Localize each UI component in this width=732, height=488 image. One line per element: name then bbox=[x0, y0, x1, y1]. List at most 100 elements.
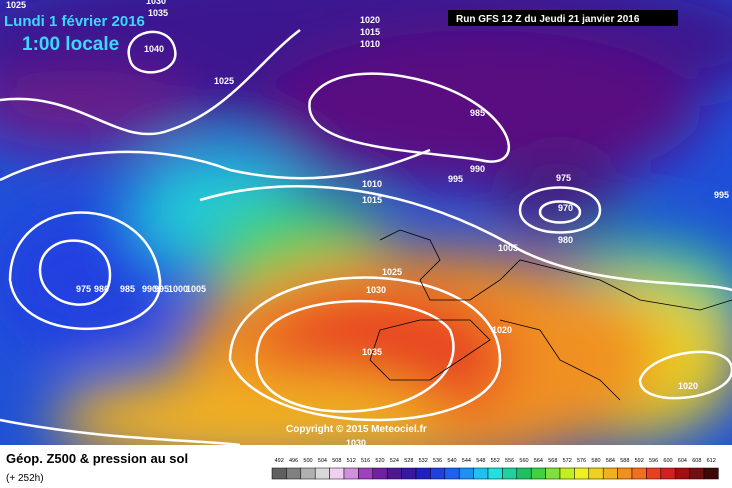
isobar-label: 975 bbox=[556, 173, 571, 183]
isobar-label: 970 bbox=[558, 203, 573, 213]
legend-swatch bbox=[530, 467, 546, 480]
isobar-label: 1015 bbox=[362, 195, 382, 205]
legend: 492 496 500 504 508 512 516 520 524 528 532 536 540 5… bbox=[271, 458, 719, 480]
legend-value: 528 bbox=[404, 458, 413, 464]
legend-swatch bbox=[286, 467, 302, 480]
legend-swatch bbox=[689, 467, 705, 480]
legend-value: 544 bbox=[462, 458, 471, 464]
legend-swatch bbox=[386, 467, 402, 480]
legend-swatch bbox=[358, 467, 374, 480]
map-area bbox=[0, 0, 732, 445]
isobar-label: 1035 bbox=[362, 347, 382, 357]
isobar-label: 1010 bbox=[362, 179, 382, 189]
legend-value: 560 bbox=[519, 458, 528, 464]
isobar-label: 1010 bbox=[360, 39, 380, 49]
legend-swatch bbox=[343, 467, 359, 480]
isobar-label: 985 bbox=[120, 284, 135, 294]
isobar-label: 990 bbox=[470, 164, 485, 174]
legend-value: 584 bbox=[606, 458, 615, 464]
legend-swatch bbox=[545, 467, 561, 480]
legend-value: 548 bbox=[476, 458, 485, 464]
isobar-label: 1020 bbox=[492, 325, 512, 335]
isobar-label: 985 bbox=[470, 108, 485, 118]
legend-value: 540 bbox=[447, 458, 456, 464]
legend-swatch bbox=[516, 467, 532, 480]
isobar-label: 1015 bbox=[360, 27, 380, 37]
legend-value: 536 bbox=[433, 458, 442, 464]
isobar-label: 1040 bbox=[144, 44, 164, 54]
isobar-label: 1030 bbox=[346, 438, 366, 448]
legend-value: 596 bbox=[649, 458, 658, 464]
legend-value: 496 bbox=[289, 458, 298, 464]
isobar-label: 1035 bbox=[148, 8, 168, 18]
legend-swatch bbox=[415, 467, 431, 480]
legend-swatch bbox=[473, 467, 489, 480]
legend-swatch bbox=[674, 467, 690, 480]
isobar-label: 995 bbox=[448, 174, 463, 184]
isobar-label: 1025 bbox=[382, 267, 402, 277]
isobar-label: 1030 bbox=[146, 0, 166, 6]
footer-lead: (+ 252h) bbox=[6, 473, 44, 484]
legend-swatch bbox=[502, 467, 518, 480]
date-text: Lundi 1 février 2016 bbox=[4, 13, 145, 30]
legend-value: 604 bbox=[678, 458, 687, 464]
legend-swatch bbox=[329, 467, 345, 480]
isobar-label: 980 bbox=[94, 284, 109, 294]
legend-swatch bbox=[617, 467, 633, 480]
legend-swatch bbox=[660, 467, 676, 480]
legend-value: 508 bbox=[332, 458, 341, 464]
legend-value: 600 bbox=[663, 458, 672, 464]
isobar-label: 1020 bbox=[360, 15, 380, 25]
legend-swatch bbox=[588, 467, 604, 480]
isobar-label: 1025 bbox=[6, 0, 26, 10]
legend-swatch bbox=[602, 467, 618, 480]
legend-value: 568 bbox=[548, 458, 557, 464]
legend-value: 552 bbox=[491, 458, 500, 464]
legend-swatch bbox=[372, 467, 388, 480]
legend-swatch bbox=[271, 467, 287, 480]
legend-value: 532 bbox=[419, 458, 428, 464]
isobar-label: 975 bbox=[76, 284, 91, 294]
isobar-label: 990 bbox=[142, 284, 157, 294]
legend-swatch bbox=[646, 467, 662, 480]
legend-value: 512 bbox=[347, 458, 356, 464]
legend-value: 608 bbox=[692, 458, 701, 464]
run-box bbox=[448, 10, 678, 26]
legend-swatch bbox=[559, 467, 575, 480]
isobar-label: 1030 bbox=[366, 285, 386, 295]
legend-value: 572 bbox=[563, 458, 572, 464]
isobar-label: 1005 bbox=[498, 243, 518, 253]
legend-value: 520 bbox=[375, 458, 384, 464]
legend-value: 564 bbox=[534, 458, 543, 464]
legend-swatch bbox=[574, 467, 590, 480]
legend-swatch bbox=[444, 467, 460, 480]
legend-value: 556 bbox=[505, 458, 514, 464]
isobar-label: 1020 bbox=[678, 381, 698, 391]
legend-swatch bbox=[401, 467, 417, 480]
legend-value: 580 bbox=[591, 458, 600, 464]
legend-swatch bbox=[487, 467, 503, 480]
legend-value: 524 bbox=[390, 458, 399, 464]
legend-value: 500 bbox=[303, 458, 312, 464]
isobar-label: 1000 bbox=[168, 284, 188, 294]
legend-swatch bbox=[631, 467, 647, 480]
isobar-label: 995 bbox=[154, 284, 169, 294]
legend-value: 492 bbox=[275, 458, 284, 464]
legend-swatch bbox=[314, 467, 330, 480]
isobar-label: 1025 bbox=[214, 76, 234, 86]
legend-swatch bbox=[300, 467, 316, 480]
time-text: 1:00 locale bbox=[22, 34, 119, 55]
footer-title: Géop. Z500 & pression au sol bbox=[6, 451, 188, 466]
legend-value: 612 bbox=[707, 458, 716, 464]
isobar-labels: 1025 103010351040102510201015101098599099… bbox=[6, 0, 729, 448]
legend-value: 504 bbox=[318, 458, 327, 464]
isobar-label: 995 bbox=[714, 190, 729, 200]
legend-value: 592 bbox=[635, 458, 644, 464]
legend-value: 516 bbox=[361, 458, 370, 464]
run-text: Run GFS 12 Z du Jeudi 21 janvier 2016 bbox=[456, 14, 640, 25]
isobar-label: 1005 bbox=[186, 284, 206, 294]
isobar-label: 980 bbox=[558, 235, 573, 245]
legend-swatch bbox=[703, 467, 719, 480]
legend-swatch bbox=[430, 467, 446, 480]
